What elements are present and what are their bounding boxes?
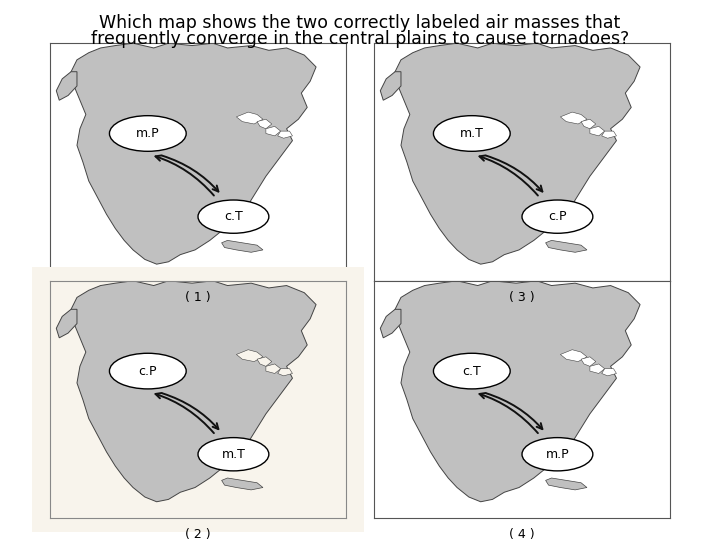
Polygon shape [590, 364, 605, 374]
Polygon shape [242, 442, 263, 466]
Polygon shape [236, 112, 263, 124]
Polygon shape [395, 281, 640, 502]
Polygon shape [71, 43, 316, 264]
Text: c.P: c.P [548, 210, 567, 223]
Polygon shape [602, 369, 616, 376]
Polygon shape [395, 43, 640, 264]
Text: ( 3 ): ( 3 ) [509, 291, 535, 303]
Text: Which map shows the two correctly labeled air masses that: Which map shows the two correctly labele… [99, 14, 621, 31]
Polygon shape [581, 119, 596, 129]
Polygon shape [56, 72, 77, 100]
Polygon shape [566, 205, 587, 228]
Ellipse shape [522, 200, 593, 233]
Polygon shape [581, 357, 596, 366]
Text: c.P: c.P [138, 364, 157, 377]
Ellipse shape [198, 200, 269, 233]
Text: m.P: m.P [136, 127, 160, 140]
Polygon shape [242, 205, 263, 228]
Polygon shape [546, 240, 587, 252]
Polygon shape [560, 112, 587, 124]
Text: ( 1 ): ( 1 ) [185, 291, 211, 303]
Text: frequently converge in the central plains to cause tornadoes?: frequently converge in the central plain… [91, 30, 629, 48]
Polygon shape [257, 357, 271, 366]
Polygon shape [380, 309, 401, 338]
Polygon shape [56, 309, 77, 338]
Ellipse shape [522, 437, 593, 471]
Polygon shape [560, 350, 587, 362]
Polygon shape [222, 240, 263, 252]
Ellipse shape [109, 353, 186, 389]
Text: ( 2 ): ( 2 ) [185, 528, 211, 540]
Text: c.T: c.T [462, 364, 481, 377]
Ellipse shape [433, 116, 510, 151]
Polygon shape [546, 478, 587, 490]
Ellipse shape [109, 116, 186, 151]
Text: ( 4 ): ( 4 ) [509, 528, 535, 540]
Polygon shape [222, 478, 263, 490]
Polygon shape [266, 364, 281, 374]
Polygon shape [590, 126, 605, 136]
Ellipse shape [433, 353, 510, 389]
Text: m.T: m.T [222, 448, 246, 461]
Polygon shape [266, 126, 281, 136]
Ellipse shape [198, 437, 269, 471]
Polygon shape [71, 281, 316, 502]
FancyBboxPatch shape [22, 259, 374, 540]
Text: m.T: m.T [460, 127, 484, 140]
Polygon shape [236, 350, 263, 362]
Text: c.T: c.T [224, 210, 243, 223]
Text: m.P: m.P [546, 448, 570, 461]
Polygon shape [566, 442, 587, 466]
Polygon shape [380, 72, 401, 100]
Polygon shape [278, 369, 292, 376]
Polygon shape [257, 119, 271, 129]
Polygon shape [278, 131, 292, 138]
Polygon shape [602, 131, 616, 138]
